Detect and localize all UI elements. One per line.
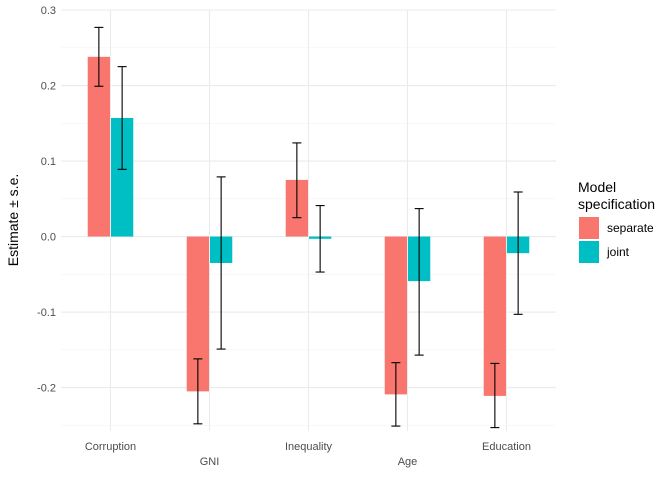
y-tick-label: -0.2 [37,383,56,395]
y-tick-label: 0.1 [41,156,56,168]
y-tick-label: 0.3 [41,5,56,17]
y-tick-label: 0.2 [41,81,56,93]
legend-label-joint: joint [606,245,630,259]
bar-separate-corruption [87,56,110,237]
legend-title-line1: Model [578,179,616,195]
y-axis-title: Estimate ± s.e. [5,174,21,267]
legend-title-line2: specification [578,196,655,212]
x-tick-label: Corruption [85,441,136,453]
bar-separate-gni [186,236,209,392]
grid-major [61,9,556,431]
legend-label-separate: separate [607,221,654,235]
y-tick-labels: 0.3 0.2 0.1 0.0 -0.1 -0.2 [37,5,56,395]
x-tick-label: GNI [200,456,220,468]
legend-swatch-joint [579,241,599,263]
bar-separate-education [483,236,506,396]
y-tick-label: 0.0 [41,232,56,244]
y-tick-label: -0.1 [37,307,56,319]
legend-swatch-separate [579,217,599,239]
bars [87,56,530,396]
legend: Model specification separate joint [578,179,655,263]
x-tick-labels: Corruption GNI Inequality Age Education [85,441,531,468]
x-tick-label: Education [482,441,531,453]
error-bars [94,26,523,429]
x-tick-label: Age [398,456,418,468]
bar-joint-corruption [111,117,134,237]
x-tick-label: Inequality [285,441,333,453]
bar-separate-age [384,236,407,395]
